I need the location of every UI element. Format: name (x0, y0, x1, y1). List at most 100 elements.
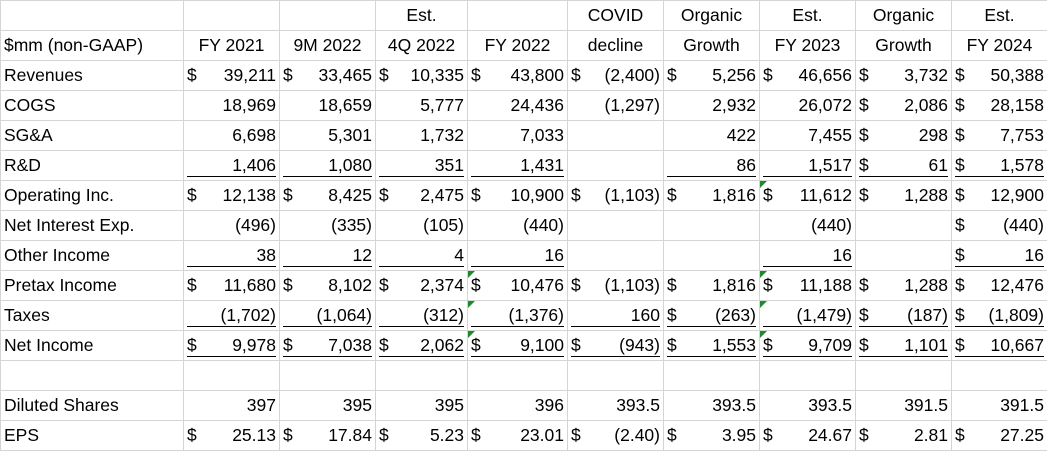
value-cell[interactable]: $43,800 (467, 60, 568, 91)
value-cell[interactable]: (496) (183, 210, 280, 241)
value-cell[interactable]: $46,656 (759, 60, 856, 91)
header-cell[interactable]: Est. (951, 0, 1047, 31)
empty-cell[interactable] (567, 360, 664, 391)
value-cell[interactable]: $ (1,103) (567, 270, 664, 301)
value-cell[interactable]: $33,465 (279, 60, 376, 91)
value-cell[interactable]: 16 (467, 240, 568, 271)
value-cell[interactable]: (1,064) (279, 300, 376, 331)
value-cell[interactable]: 391.5 (951, 390, 1047, 421)
value-cell[interactable]: $3.95 (663, 420, 760, 451)
value-cell[interactable]: $2,086 (855, 90, 952, 121)
value-cell[interactable]: $12,476 (951, 270, 1047, 301)
value-cell[interactable]: 1,080 (279, 150, 376, 181)
value-cell[interactable]: 397 (183, 390, 280, 421)
row-label[interactable]: R&D (0, 150, 184, 181)
row-label[interactable]: Diluted Shares (0, 390, 184, 421)
value-cell[interactable]: $2,374 (375, 270, 468, 301)
value-cell[interactable]: $1,578 (951, 150, 1047, 181)
value-cell[interactable]: 1,431 (467, 150, 568, 181)
header-cell[interactable] (183, 0, 280, 31)
value-cell[interactable]: $9,709 (759, 330, 856, 361)
value-cell[interactable]: $1,816 (663, 270, 760, 301)
value-cell[interactable]: 6,698 (183, 120, 280, 151)
value-cell[interactable]: $11,680 (183, 270, 280, 301)
header-cell[interactable]: decline (567, 30, 664, 61)
value-cell[interactable]: $ (263) (663, 300, 760, 331)
value-cell[interactable]: $12,900 (951, 180, 1047, 211)
value-cell[interactable]: 5,301 (279, 120, 376, 151)
value-cell[interactable]: $9,100 (467, 330, 568, 361)
value-cell[interactable]: (440) (759, 210, 856, 241)
empty-cell[interactable] (375, 360, 468, 391)
empty-cell[interactable] (759, 360, 856, 391)
value-cell[interactable]: 16 (759, 240, 856, 271)
value-cell[interactable]: $8,102 (279, 270, 376, 301)
value-cell[interactable] (663, 210, 760, 241)
value-cell[interactable]: 160 (567, 300, 664, 331)
value-cell[interactable]: $1,288 (855, 180, 952, 211)
row-label[interactable]: Taxes (0, 300, 184, 331)
value-cell[interactable]: $5.23 (375, 420, 468, 451)
value-cell[interactable]: $ (2,400) (567, 60, 664, 91)
value-cell[interactable]: $12,138 (183, 180, 280, 211)
value-cell[interactable] (855, 210, 952, 241)
value-cell[interactable]: (1,376) (467, 300, 568, 331)
value-cell[interactable]: 86 (663, 150, 760, 181)
value-cell[interactable] (663, 240, 760, 271)
value-cell[interactable]: 393.5 (567, 390, 664, 421)
value-cell[interactable]: $24.67 (759, 420, 856, 451)
row-label[interactable]: Operating Inc. (0, 180, 184, 211)
value-cell[interactable]: $7,753 (951, 120, 1047, 151)
header-cell[interactable] (467, 0, 568, 31)
value-cell[interactable]: 1,517 (759, 150, 856, 181)
value-cell[interactable]: $1,288 (855, 270, 952, 301)
value-cell[interactable] (567, 150, 664, 181)
row-label[interactable]: Net Interest Exp. (0, 210, 184, 241)
row-label[interactable]: EPS (0, 420, 184, 451)
header-cell[interactable]: $mm (non-GAAP) (0, 30, 184, 61)
value-cell[interactable]: $2,475 (375, 180, 468, 211)
header-cell[interactable]: FY 2024 (951, 30, 1047, 61)
value-cell[interactable]: $ (943) (567, 330, 664, 361)
value-cell[interactable]: 7,455 (759, 120, 856, 151)
empty-cell[interactable] (951, 360, 1047, 391)
empty-cell[interactable] (663, 360, 760, 391)
value-cell[interactable]: $25.13 (183, 420, 280, 451)
header-cell[interactable]: Organic (663, 0, 760, 31)
value-cell[interactable]: 18,969 (183, 90, 280, 121)
value-cell[interactable]: (1,702) (183, 300, 280, 331)
value-cell[interactable]: 351 (375, 150, 468, 181)
header-cell[interactable]: Growth (663, 30, 760, 61)
header-cell[interactable]: 9M 2022 (279, 30, 376, 61)
value-cell[interactable]: (105) (375, 210, 468, 241)
value-cell[interactable]: $298 (855, 120, 952, 151)
header-cell[interactable]: FY 2022 (467, 30, 568, 61)
row-label[interactable]: Pretax Income (0, 270, 184, 301)
value-cell[interactable]: $ (187) (855, 300, 952, 331)
value-cell[interactable]: 393.5 (759, 390, 856, 421)
value-cell[interactable]: (1,297) (567, 90, 664, 121)
value-cell[interactable]: $ (2.40) (567, 420, 664, 451)
header-cell[interactable]: Est. (759, 0, 856, 31)
row-label[interactable]: COGS (0, 90, 184, 121)
value-cell[interactable]: $1,816 (663, 180, 760, 211)
value-cell[interactable]: 2,932 (663, 90, 760, 121)
header-cell[interactable]: FY 2021 (183, 30, 280, 61)
value-cell[interactable]: (335) (279, 210, 376, 241)
row-label[interactable]: Revenues (0, 60, 184, 91)
value-cell[interactable]: 5,777 (375, 90, 468, 121)
header-cell[interactable] (279, 0, 376, 31)
value-cell[interactable]: 391.5 (855, 390, 952, 421)
value-cell[interactable]: 4 (375, 240, 468, 271)
value-cell[interactable]: $61 (855, 150, 952, 181)
value-cell[interactable]: 396 (467, 390, 568, 421)
value-cell[interactable]: 12 (279, 240, 376, 271)
value-cell[interactable]: $9,978 (183, 330, 280, 361)
value-cell[interactable]: 395 (375, 390, 468, 421)
value-cell[interactable]: $17.84 (279, 420, 376, 451)
value-cell[interactable] (855, 240, 952, 271)
value-cell[interactable]: 7,033 (467, 120, 568, 151)
header-cell[interactable]: Growth (855, 30, 952, 61)
value-cell[interactable]: 38 (183, 240, 280, 271)
value-cell[interactable]: $10,900 (467, 180, 568, 211)
